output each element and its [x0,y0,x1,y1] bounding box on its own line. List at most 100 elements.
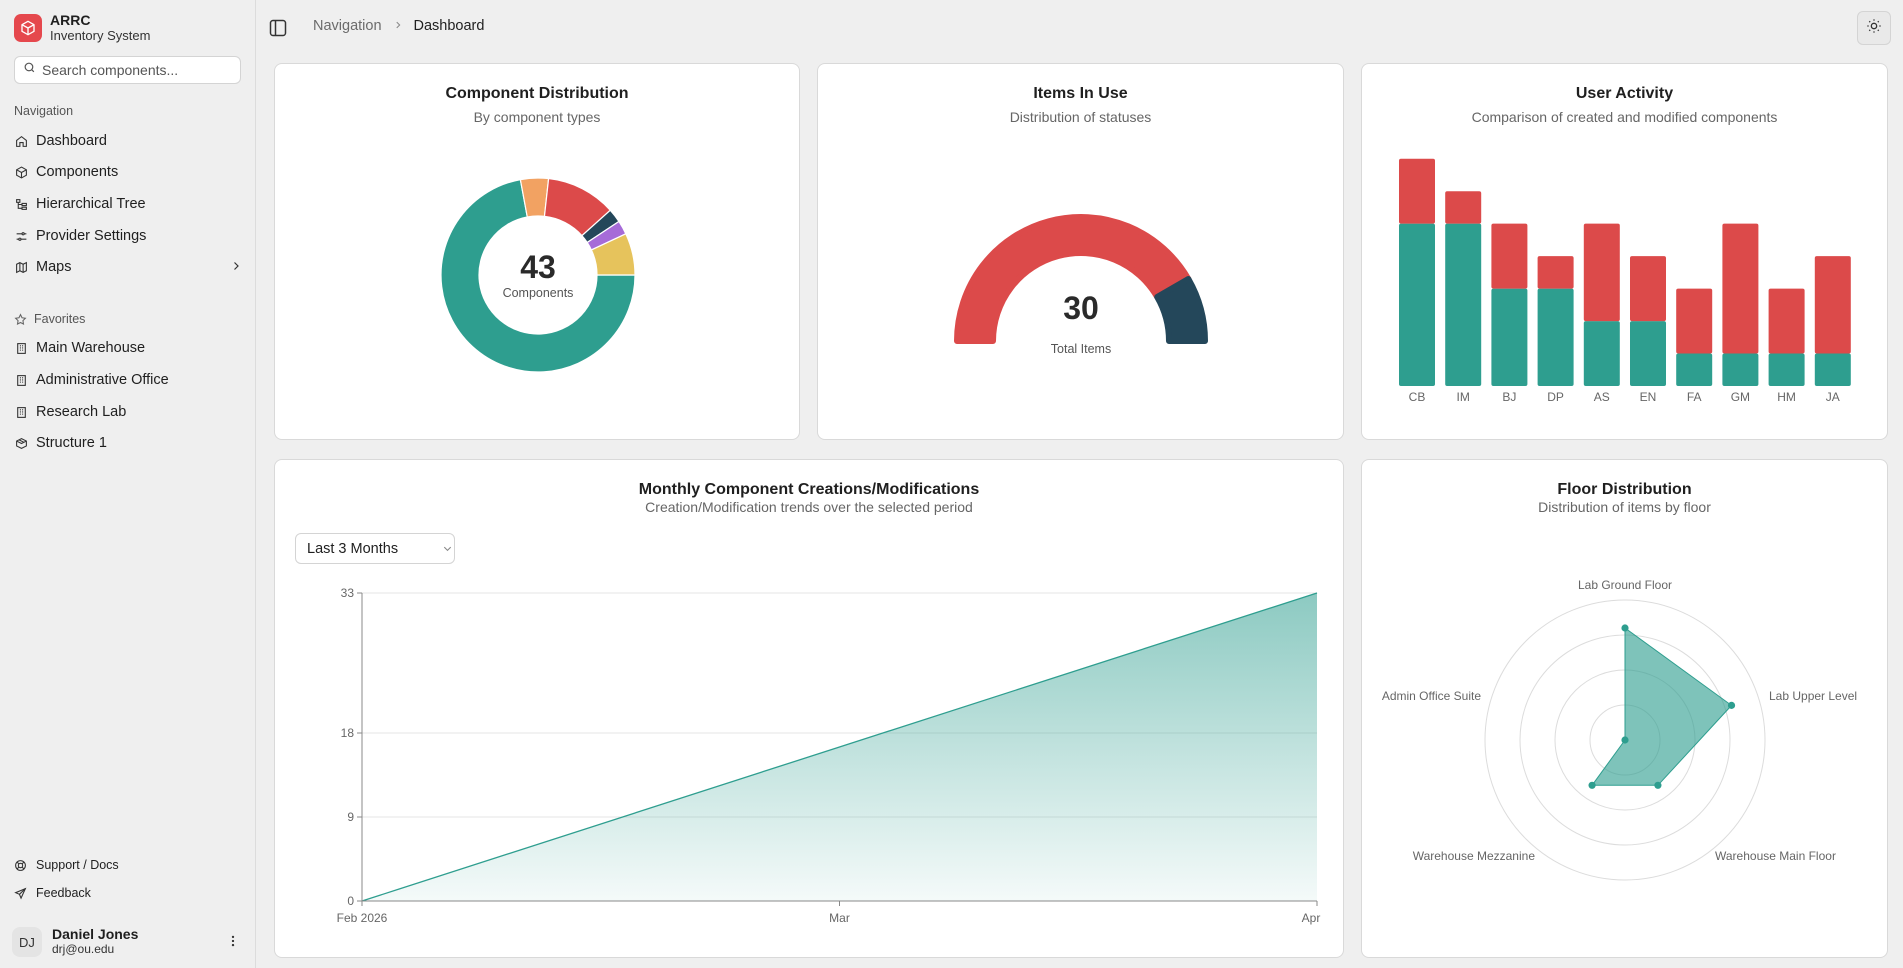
x-tick-label: FA [1687,390,1702,404]
radar-axis-label: Lab Ground Floor [1578,578,1672,592]
donut-center-label: Components [503,286,574,300]
sidebar-item-label: Dashboard [36,133,107,149]
user-menu[interactable]: DJ Daniel Jones drj@ou.edu [12,922,244,962]
bar-segment[interactable] [1399,158,1435,224]
card-subtitle: Distribution of items by floor [1538,499,1711,515]
bar-segment[interactable] [1814,256,1851,354]
sidebar-item-label: Components [36,164,119,180]
user-name: Daniel Jones [52,926,139,942]
x-tick-label: EN [1640,390,1657,404]
bar-segment[interactable] [1676,288,1713,354]
support-docs-link[interactable]: Support / Docs [14,855,119,875]
bar-segment[interactable] [1722,223,1759,354]
bar-segment[interactable] [1445,223,1482,386]
bar-segment[interactable] [1722,353,1759,386]
radar-point[interactable] [1654,781,1662,789]
bar-segment[interactable] [1676,353,1713,386]
sidebar-item-maps[interactable]: Maps [14,254,242,280]
y-tick-label: 0 [347,894,354,908]
favorite-research-lab[interactable]: Research Lab [14,399,242,425]
bar-segment[interactable] [1537,256,1574,289]
bar-segment[interactable] [1537,288,1574,386]
radar-point[interactable] [1727,701,1736,709]
box-icon [14,165,28,179]
card-subtitle: By component types [473,109,601,125]
radar-ring [1484,599,1766,881]
donut-slice[interactable] [440,178,636,373]
chevron-right-icon[interactable] [230,260,242,276]
x-tick-label: DP [1547,390,1564,404]
sidebar-item-components[interactable]: Components [14,159,242,185]
card-subtitle: Comparison of created and modified compo… [1471,109,1778,125]
card-title: User Activity [1575,85,1674,102]
card-title: Monthly Component Creations/Modification… [638,481,980,498]
radar-axis-label: Admin Office Suite [1382,689,1481,703]
bar-segment[interactable] [1768,288,1805,354]
radar-axis-label: Lab Upper Level [1769,689,1857,703]
y-tick-label: 9 [347,810,354,824]
time-range-value: Last 3 Months [307,540,399,557]
sidebar-item-dashboard[interactable]: Dashboard [14,128,242,154]
x-tick-label: HM [1777,390,1796,404]
search-box[interactable] [14,56,241,84]
gauge-center-label: Total Items [1051,342,1111,356]
chevron-right-icon [393,19,403,33]
favorite-main-warehouse[interactable]: Main Warehouse [14,335,242,361]
nav-section-label: Navigation [14,104,74,118]
search-input[interactable] [42,62,232,78]
time-range-select[interactable]: Last 3 Months [295,533,455,564]
card-subtitle: Distribution of statuses [1009,109,1152,125]
bar-segment[interactable] [1491,223,1528,289]
x-tick-label: JA [1826,390,1840,404]
card-title: Component Distribution [445,85,629,102]
feedback-link[interactable]: Feedback [14,883,91,903]
favorite-label: Main Warehouse [36,340,146,356]
bar-segment[interactable] [1399,223,1435,386]
x-tick-label: Apr [1302,911,1321,925]
sidebar-item-label: Hierarchical Tree [36,196,146,212]
building-icon [14,405,28,419]
favorite-structure-1[interactable]: Structure 1 [14,430,242,456]
theme-toggle-button[interactable] [1857,11,1891,45]
monthly-trend-card: Monthly Component Creations/Modification… [274,459,1344,958]
sidebar-item-hierarchical-tree[interactable]: Hierarchical Tree [14,191,242,217]
bar-segment[interactable] [1814,353,1851,386]
radar-axis-label: Warehouse Main Floor [1715,849,1836,863]
bar-segment[interactable] [1445,191,1482,224]
gauge-segment[interactable] [1154,276,1208,344]
gauge-chart: 30 Total Items [954,214,1208,356]
brand[interactable]: ARRC Inventory System [14,12,150,44]
building-icon [14,373,28,387]
favorite-administrative-office[interactable]: Administrative Office [14,367,242,393]
items-in-use-card: Items In Use Distribution of statuses 30… [817,63,1344,440]
sidebar-item-provider-settings[interactable]: Provider Settings [14,223,242,249]
x-tick-label: Mar [829,911,850,925]
x-tick-label: BJ [1502,390,1516,404]
radar-point[interactable] [1621,624,1629,632]
more-vertical-icon[interactable] [226,934,240,953]
bar-segment[interactable] [1630,321,1666,386]
breadcrumb-current: Dashboard [413,18,485,34]
breadcrumb-parent[interactable]: Navigation [313,18,382,34]
x-tick-label: IM [1457,390,1470,404]
card-title: Items In Use [1033,85,1128,102]
bar-segment[interactable] [1630,256,1666,322]
bar-segment[interactable] [1583,321,1620,386]
floor-distribution-card: Floor Distribution Distribution of items… [1361,459,1888,958]
topbar: Navigation Dashboard [257,0,1903,52]
donut-center-value: 43 [520,249,556,285]
avatar: DJ [12,927,42,957]
sidebar-toggle-icon[interactable] [268,18,288,43]
radar-point[interactable] [1588,781,1596,789]
tree-icon [14,197,28,211]
bar-segment[interactable] [1768,353,1805,386]
bar-segment[interactable] [1491,288,1528,386]
donut-slice[interactable] [590,233,636,276]
radar-point[interactable] [1621,736,1629,744]
bar-segment[interactable] [1583,223,1620,322]
sidebar: ARRC Inventory System Navigation Dashboa… [0,0,256,968]
radar-area [1591,627,1733,786]
breadcrumb: Navigation Dashboard [313,18,484,34]
gauge-segment[interactable] [954,214,1192,344]
sun-icon [1866,18,1882,39]
